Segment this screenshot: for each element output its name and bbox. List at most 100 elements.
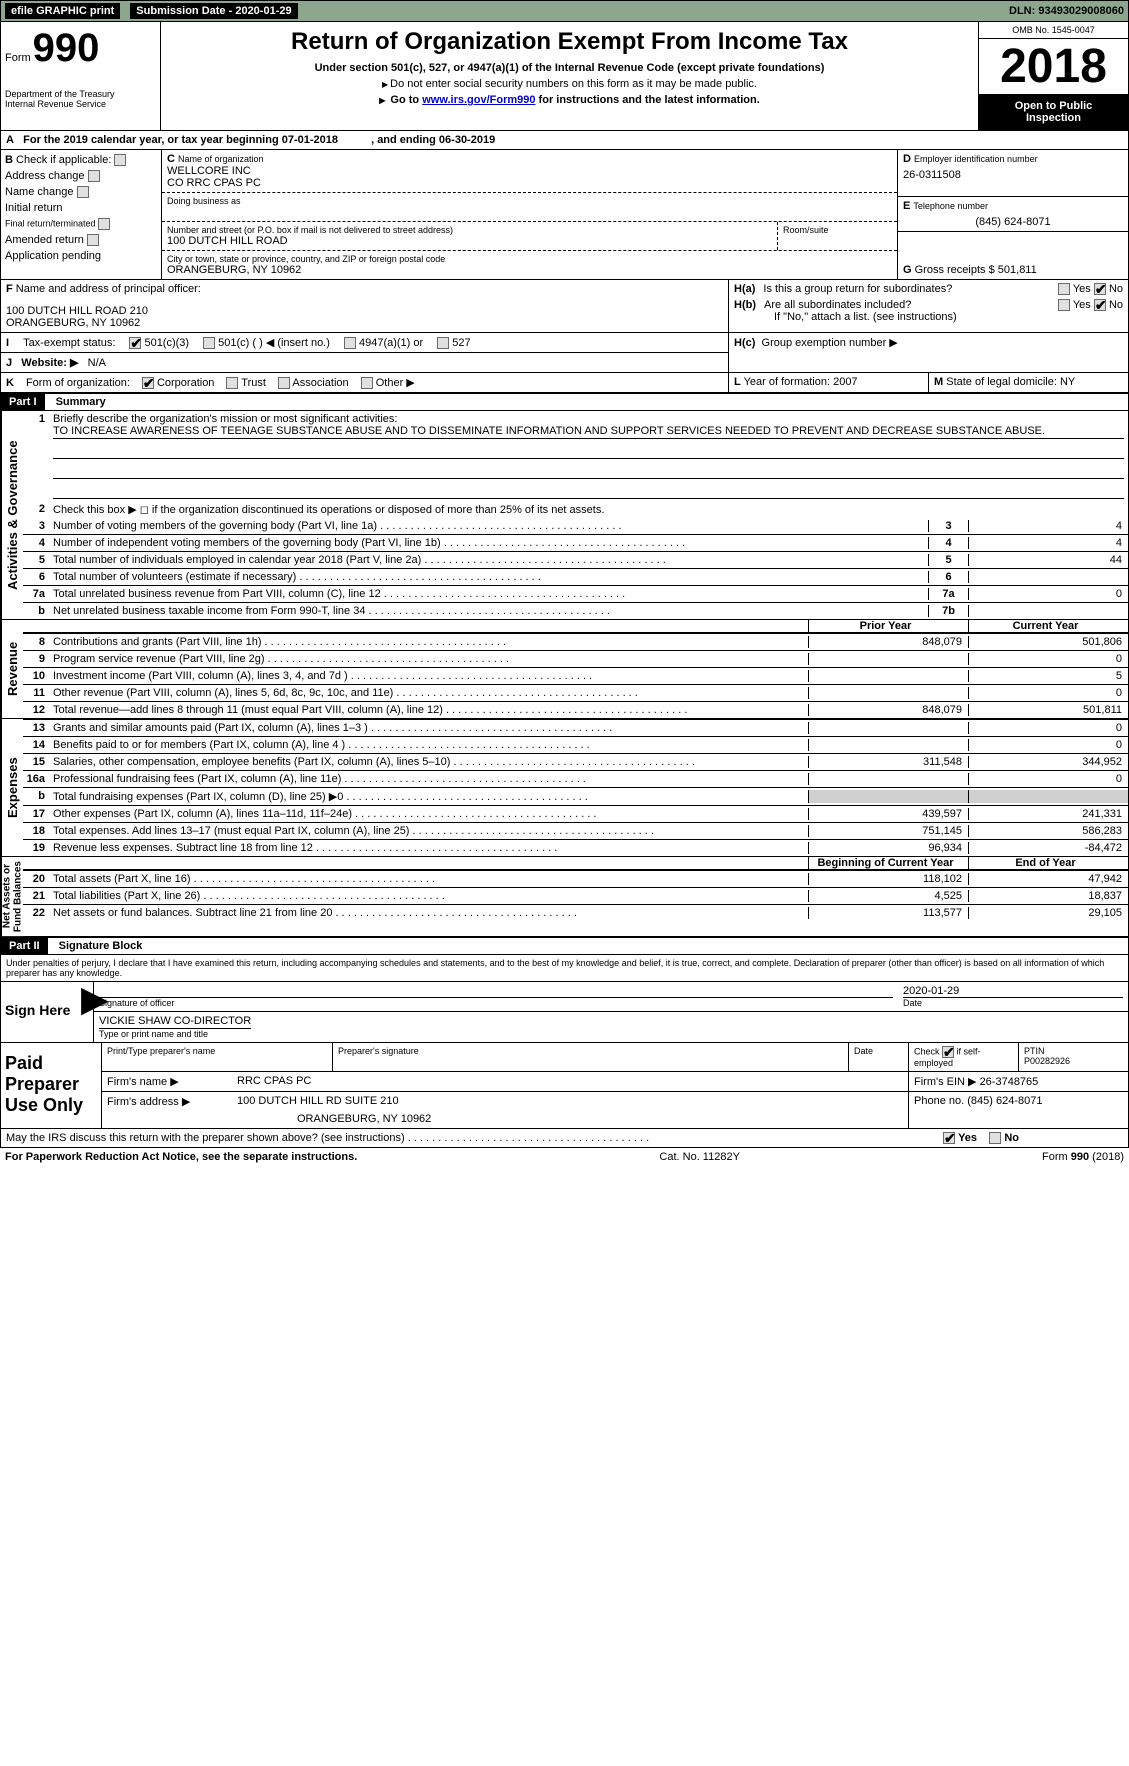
financial-row: 13Grants and similar amounts paid (Part …	[23, 719, 1128, 736]
current-value: -84,472	[968, 842, 1128, 854]
line-number: 18	[23, 825, 53, 837]
state-domicile: NY	[1060, 376, 1075, 388]
financial-row: 20Total assets (Part X, line 16)118,1024…	[23, 870, 1128, 887]
line-label: Total fundraising expenses (Part IX, col…	[53, 790, 808, 803]
v6	[968, 571, 1128, 583]
h-b-yes[interactable]	[1058, 299, 1070, 311]
form-word: Form	[5, 52, 31, 64]
form-title: Return of Organization Exempt From Incom…	[167, 28, 972, 56]
sign-arrow-icon: ▶	[81, 982, 93, 1042]
financial-row: 14Benefits paid to or for members (Part …	[23, 736, 1128, 753]
current-value: 29,105	[968, 907, 1128, 919]
line-number: 19	[23, 842, 53, 854]
financial-row: 16aProfessional fundraising fees (Part I…	[23, 770, 1128, 787]
form-number: 990	[33, 26, 100, 71]
check-trust[interactable]	[226, 377, 238, 389]
firm-addr1: 100 DUTCH HILL RD SUITE 210	[237, 1095, 903, 1107]
current-value: 5	[968, 670, 1128, 682]
form-sub3: Go to www.irs.gov/Form990 for instructio…	[167, 94, 972, 106]
check-amended: Amended return	[5, 234, 157, 246]
financial-row: 17Other expenses (Part IX, column (A), l…	[23, 805, 1128, 822]
efile-label: efile GRAPHIC print	[5, 3, 120, 19]
line-label: Total assets (Part X, line 16)	[53, 873, 808, 885]
firm-phone: (845) 624-8071	[967, 1095, 1042, 1107]
check-address-change: Address change	[5, 170, 157, 182]
form-sub1: Under section 501(c), 527, or 4947(a)(1)…	[167, 62, 972, 74]
h-b-no[interactable]	[1094, 299, 1106, 311]
line-number: 21	[23, 890, 53, 902]
prior-value	[808, 739, 968, 751]
check-self-employed[interactable]	[942, 1046, 954, 1058]
financial-row: 15Salaries, other compensation, employee…	[23, 753, 1128, 770]
line-label: Total revenue—add lines 8 through 11 (mu…	[53, 704, 808, 716]
line-number: 8	[23, 636, 53, 648]
paid-preparer-label: Paid Preparer Use Only	[1, 1043, 101, 1128]
current-value: 501,811	[968, 704, 1128, 716]
h-a-no[interactable]	[1094, 283, 1106, 295]
h-a-yes[interactable]	[1058, 283, 1070, 295]
officer-addr2: ORANGEBURG, NY 10962	[6, 317, 723, 329]
prior-value: 113,577	[808, 907, 968, 919]
discuss-no[interactable]	[989, 1132, 1001, 1144]
check-527[interactable]	[437, 337, 449, 349]
line-number: 17	[23, 808, 53, 820]
section-b: B Check if applicable: Address change Na…	[1, 150, 161, 279]
current-value: 0	[968, 653, 1128, 665]
financial-row: 11Other revenue (Part VIII, column (A), …	[23, 684, 1128, 701]
mission-text: TO INCREASE AWARENESS OF TEENAGE SUBSTAN…	[53, 425, 1124, 439]
part-i-title: Summary	[48, 396, 106, 408]
line-label: Professional fundraising fees (Part IX, …	[53, 773, 808, 785]
form-header: Form 990 Department of the Treasury Inte…	[1, 22, 1128, 131]
check-name-change: Name change	[5, 186, 157, 198]
financial-row: 18Total expenses. Add lines 13–17 (must …	[23, 822, 1128, 839]
line-label: Total expenses. Add lines 13–17 (must eq…	[53, 825, 808, 837]
financial-row: 9Program service revenue (Part VIII, lin…	[23, 650, 1128, 667]
form-sub2: Do not enter social security numbers on …	[167, 78, 972, 90]
financial-row: 22Net assets or fund balances. Subtract …	[23, 904, 1128, 921]
firm-addr2: ORANGEBURG, NY 10962	[237, 1113, 903, 1125]
prior-value	[808, 722, 968, 734]
line-label: Salaries, other compensation, employee b…	[53, 756, 808, 768]
check-final-return: Final return/terminated	[5, 218, 157, 230]
check-4947[interactable]	[344, 337, 356, 349]
line-number: 10	[23, 670, 53, 682]
current-value: 18,837	[968, 890, 1128, 902]
open-to-public: Open to Public Inspection	[979, 94, 1128, 130]
v5: 44	[968, 554, 1128, 566]
current-value: 47,942	[968, 873, 1128, 885]
declaration: Under penalties of perjury, I declare th…	[1, 955, 1128, 982]
v7b	[968, 605, 1128, 617]
part-ii-title: Signature Block	[51, 940, 143, 952]
telephone: (845) 624-8071	[903, 216, 1123, 228]
v3: 4	[968, 520, 1128, 532]
check-assoc[interactable]	[278, 377, 290, 389]
financial-row: 21Total liabilities (Part X, line 26)4,5…	[23, 887, 1128, 904]
line-number: 9	[23, 653, 53, 665]
website: N/A	[88, 357, 106, 369]
check-corp[interactable]	[142, 377, 154, 389]
check-other[interactable]	[361, 377, 373, 389]
current-value	[968, 790, 1128, 803]
part-i-label: Part I	[1, 394, 45, 410]
line-number: 20	[23, 873, 53, 885]
sign-date: 2020-01-29	[903, 985, 1123, 997]
check-501c[interactable]	[203, 337, 215, 349]
financial-row: bTotal fundraising expenses (Part IX, co…	[23, 787, 1128, 805]
org-street: 100 DUTCH HILL ROAD	[167, 235, 772, 247]
prior-value	[808, 687, 968, 699]
discuss-yes[interactable]	[943, 1132, 955, 1144]
ptin: P00282926	[1024, 1056, 1070, 1066]
tax-year: 2018	[979, 39, 1128, 94]
prior-value: 751,145	[808, 825, 968, 837]
omb-number: OMB No. 1545-0047	[979, 22, 1128, 39]
line-label: Contributions and grants (Part VIII, lin…	[53, 636, 808, 648]
prior-value: 439,597	[808, 808, 968, 820]
v7a: 0	[968, 588, 1128, 600]
check-applicable[interactable]	[114, 154, 126, 166]
prior-value: 848,079	[808, 636, 968, 648]
irs-link[interactable]: www.irs.gov/Form990	[422, 94, 535, 106]
check-501c3[interactable]	[129, 337, 141, 349]
part-ii-label: Part II	[1, 938, 48, 954]
current-value: 241,331	[968, 808, 1128, 820]
prior-value: 96,934	[808, 842, 968, 854]
